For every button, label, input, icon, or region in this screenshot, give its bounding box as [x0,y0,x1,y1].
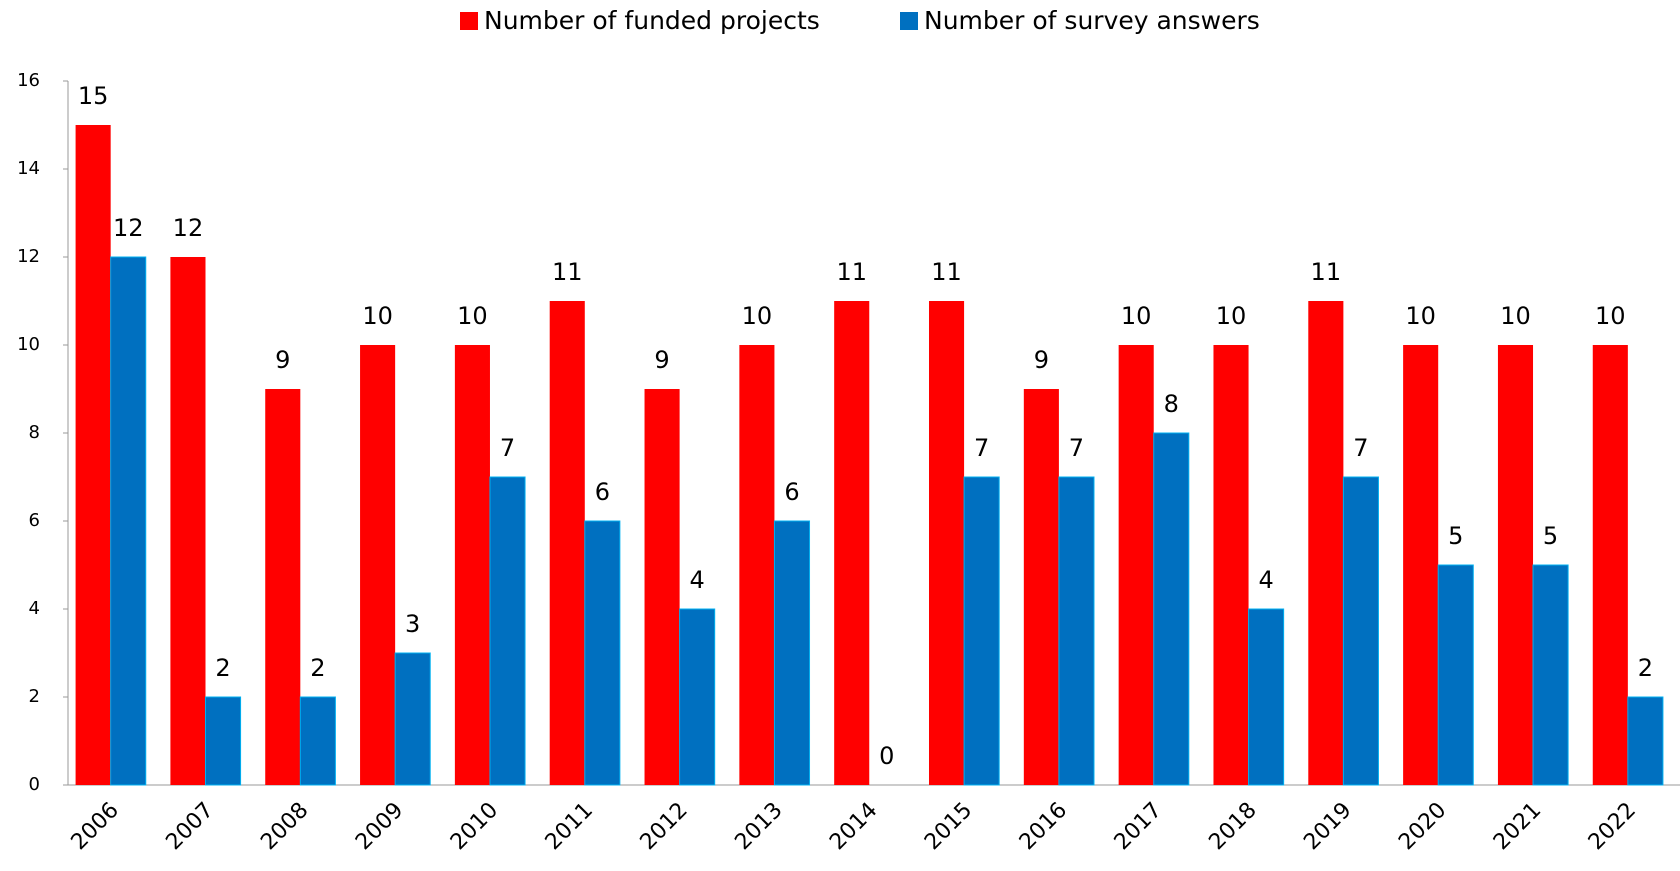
value-label: 9 [275,346,290,374]
bar [928,301,965,785]
value-label: 12 [113,214,144,242]
legend-label: Number of funded projects [484,6,820,35]
value-label: 2 [1638,654,1653,682]
x-tick-label: 2009 [351,798,408,855]
value-label: 5 [1448,522,1463,550]
value-label: 2 [215,654,230,682]
bar [454,345,490,785]
value-label: 2 [310,654,325,682]
x-tick-label: 2021 [1489,798,1546,855]
value-label: 10 [742,302,773,330]
value-label: 10 [1405,302,1436,330]
bar [1342,476,1379,786]
legend-swatch [460,12,478,30]
bar [1437,564,1474,786]
x-tick-label: 2022 [1584,798,1641,855]
y-tick-label: 12 [17,246,40,267]
value-label: 11 [931,258,962,286]
x-tick-label: 2011 [541,798,598,855]
bar [1592,345,1628,785]
bar [360,345,396,785]
x-tick-label: 2008 [256,798,313,855]
value-label: 4 [1258,566,1273,594]
bar [679,608,716,786]
value-label: 12 [173,214,204,242]
value-label: 7 [500,434,515,462]
legend-swatch [900,12,918,30]
bar [1403,345,1439,785]
bar [1118,345,1154,785]
value-label: 10 [1595,302,1626,330]
value-label: 10 [362,302,393,330]
value-label: 11 [552,258,583,286]
x-tick-label: 2013 [730,798,787,855]
bar [963,476,1000,786]
value-label: 8 [1164,390,1179,418]
y-tick-label: 16 [17,70,40,91]
bar [549,301,585,785]
value-label: 10 [457,302,488,330]
bar [265,389,301,785]
y-tick-label: 14 [17,158,40,179]
bar [170,257,206,785]
x-tick-label: 2020 [1394,798,1451,855]
bar [834,301,870,785]
bar [489,476,526,786]
x-tick-label: 2016 [1015,798,1072,855]
value-label: 6 [595,478,610,506]
bar [75,125,111,785]
bar [1213,345,1249,785]
x-tick-label: 2012 [636,798,693,855]
value-label: 11 [836,258,867,286]
value-label: 9 [654,346,669,374]
x-tick-label: 2006 [67,798,124,855]
x-tick-label: 2014 [825,798,882,855]
bar [1058,476,1095,786]
bar [739,345,775,785]
value-label: 7 [1069,434,1084,462]
y-tick-label: 8 [29,422,40,443]
value-label: 5 [1543,522,1558,550]
legend-label: Number of survey answers [924,6,1260,35]
value-label: 10 [1500,302,1531,330]
bar [110,256,147,786]
value-label: 7 [1353,434,1368,462]
x-tick-label: 2017 [1110,798,1167,855]
bar [1532,564,1569,786]
bar [1153,432,1190,786]
y-tick-label: 10 [17,334,40,355]
y-tick-label: 2 [29,686,40,707]
bar [1248,608,1285,786]
y-tick-label: 6 [29,510,40,531]
x-tick-label: 2018 [1205,798,1262,855]
bar [394,652,431,786]
value-label: 4 [690,566,705,594]
value-label: 6 [784,478,799,506]
value-label: 10 [1121,302,1152,330]
y-tick-label: 0 [29,774,40,795]
value-label: 15 [78,82,109,110]
x-tick-label: 2019 [1299,798,1356,855]
value-label: 7 [974,434,989,462]
bar [1308,301,1344,785]
value-label: 10 [1216,302,1247,330]
bar [584,520,621,786]
bar [1627,696,1664,786]
bar [644,389,680,785]
value-label: 11 [1311,258,1342,286]
value-label: 3 [405,610,420,638]
y-tick-label: 4 [29,598,40,619]
bar [1023,389,1059,785]
value-label: 9 [1034,346,1049,374]
x-tick-label: 2010 [446,798,503,855]
x-tick-label: 2007 [161,798,218,855]
bar [204,696,242,786]
x-tick-label: 2015 [920,798,977,855]
bar [773,520,811,786]
bar [299,696,336,786]
value-label: 0 [879,742,894,770]
bar [1497,345,1534,785]
